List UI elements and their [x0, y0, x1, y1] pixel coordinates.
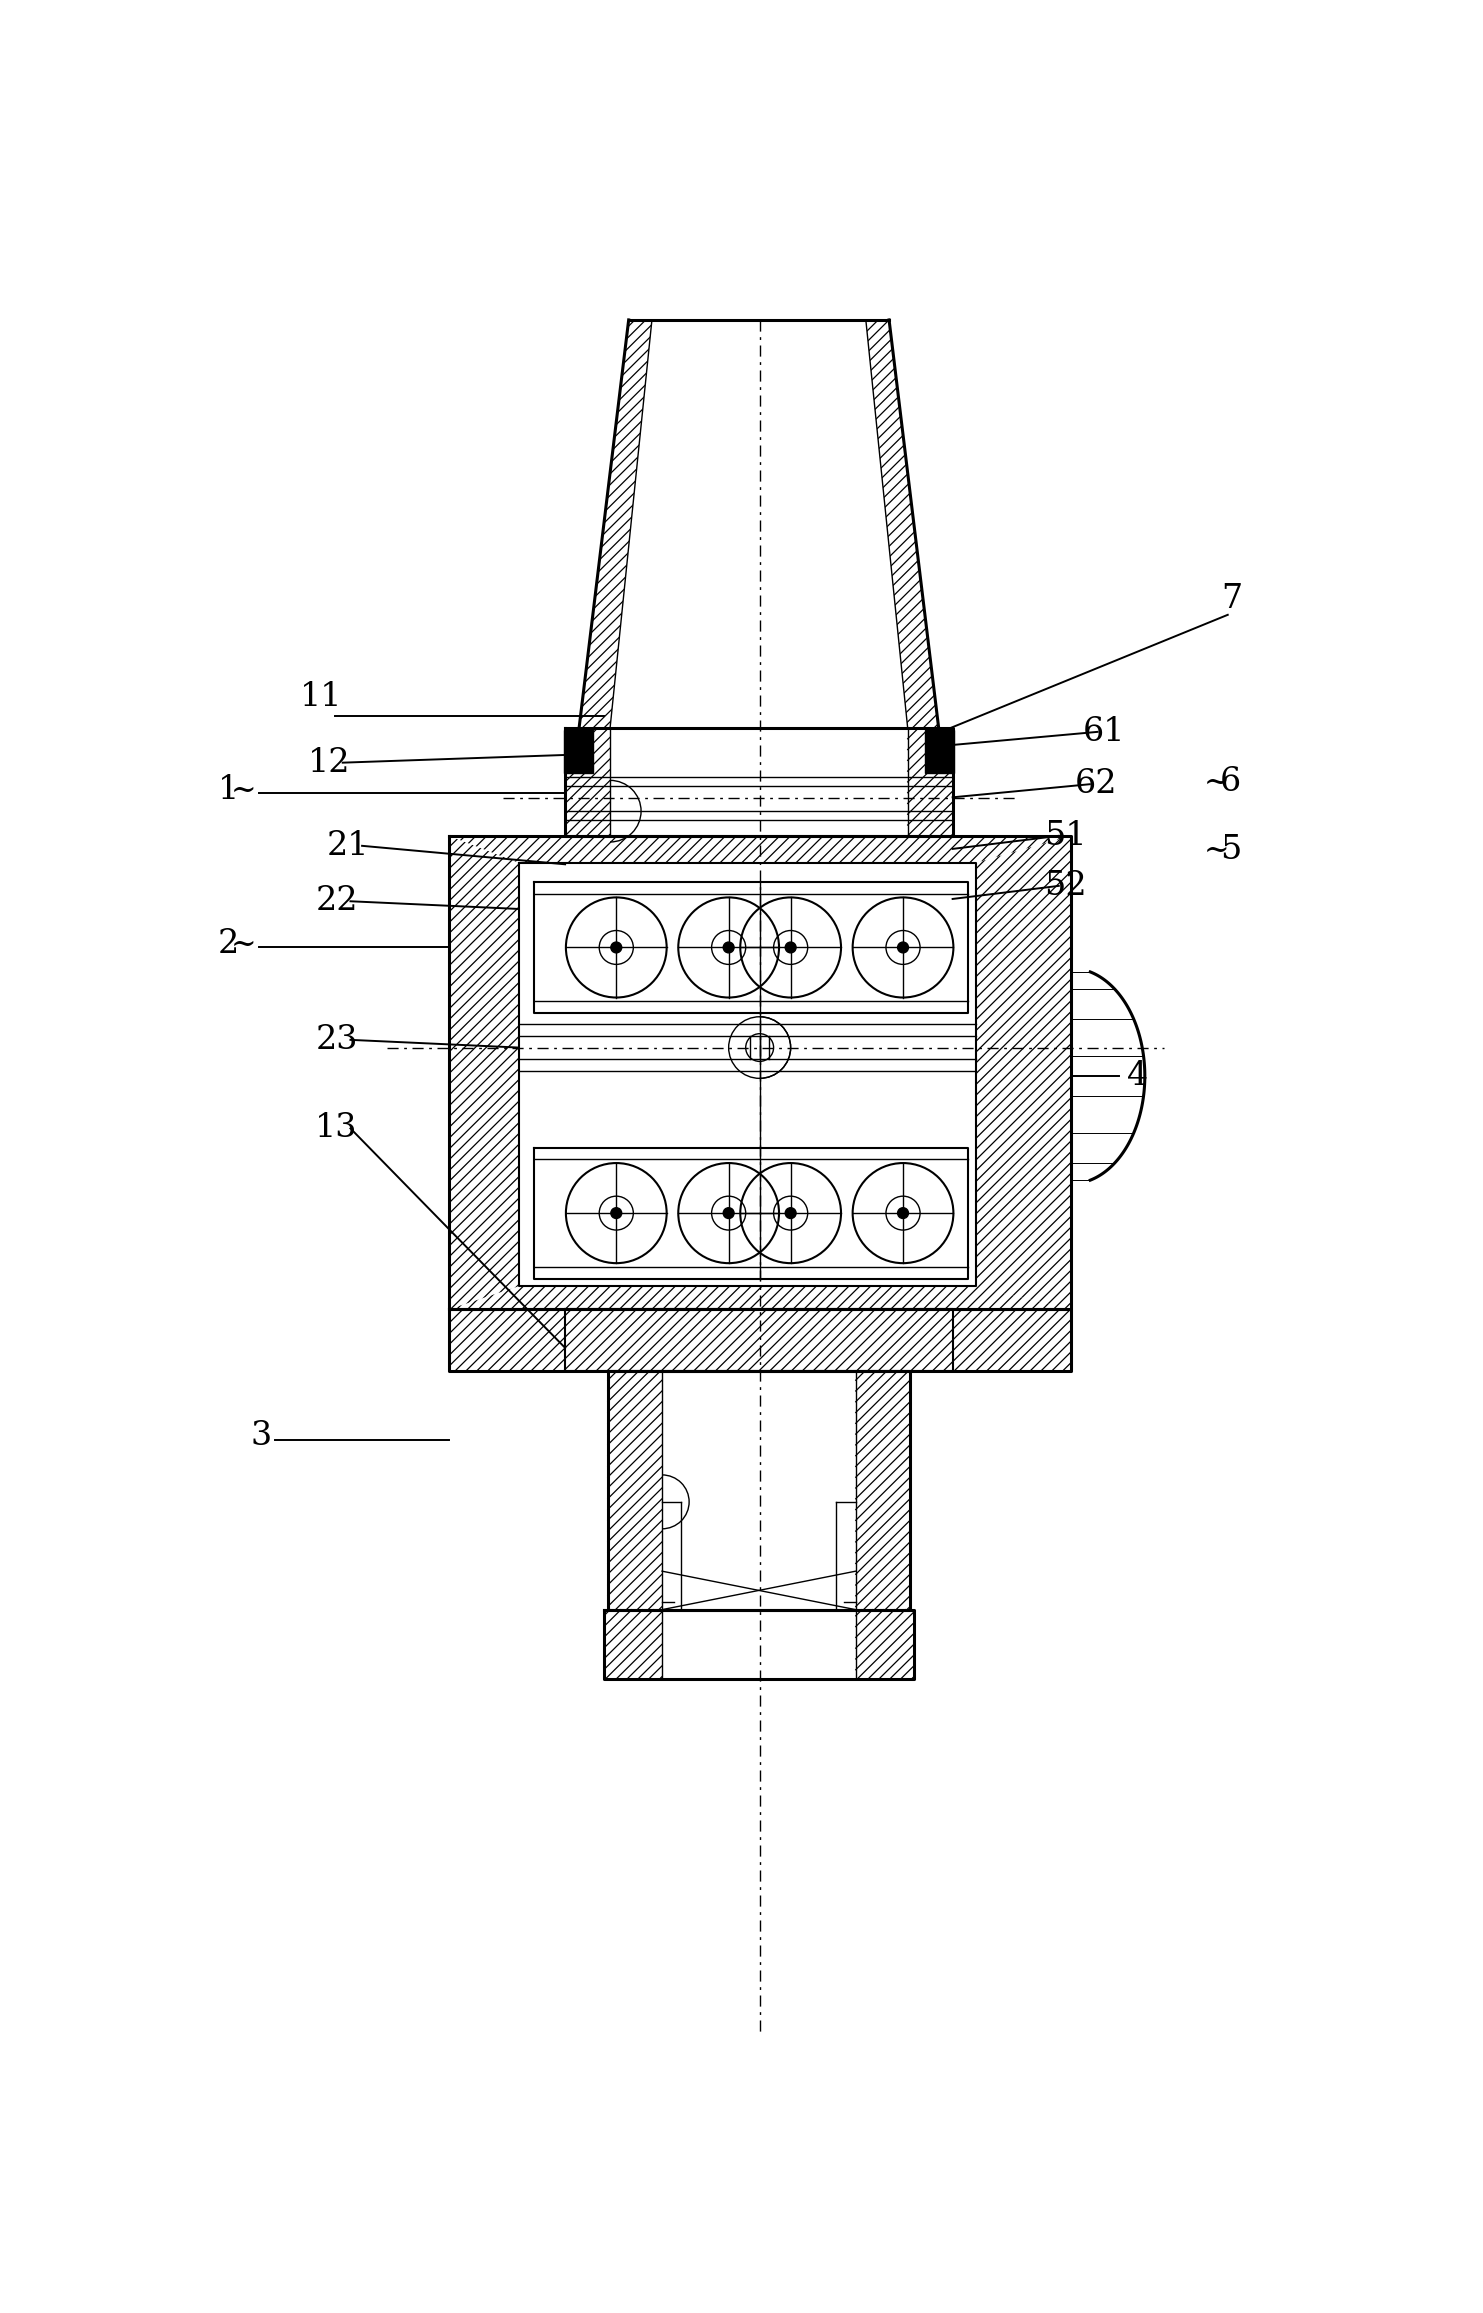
Text: 23: 23: [316, 1025, 357, 1055]
Text: 13: 13: [316, 1113, 357, 1145]
Text: 62: 62: [1075, 768, 1117, 800]
Text: ~: ~: [231, 930, 257, 960]
Text: 1: 1: [218, 773, 239, 805]
Circle shape: [724, 941, 734, 953]
Text: ~: ~: [1204, 768, 1229, 798]
Circle shape: [611, 941, 621, 953]
Text: 3: 3: [251, 1420, 271, 1453]
Text: 2: 2: [218, 928, 239, 960]
Text: 12: 12: [307, 747, 350, 779]
Text: 51: 51: [1044, 819, 1087, 851]
Circle shape: [785, 1207, 796, 1219]
Text: 52: 52: [1044, 870, 1087, 902]
Text: 7: 7: [1221, 583, 1243, 615]
Text: 6: 6: [1221, 766, 1241, 798]
Text: 4: 4: [1127, 1059, 1148, 1092]
Text: ~: ~: [231, 775, 257, 807]
Text: 11: 11: [300, 682, 343, 712]
Circle shape: [611, 1207, 621, 1219]
Circle shape: [785, 941, 796, 953]
Text: 5: 5: [1221, 833, 1241, 865]
Text: ~: ~: [1204, 835, 1229, 867]
Text: 61: 61: [1083, 715, 1126, 747]
Text: 21: 21: [326, 830, 369, 863]
Polygon shape: [564, 731, 593, 773]
Text: 22: 22: [316, 886, 357, 918]
Circle shape: [897, 941, 909, 953]
Circle shape: [897, 1207, 909, 1219]
Circle shape: [724, 1207, 734, 1219]
Polygon shape: [925, 731, 954, 773]
